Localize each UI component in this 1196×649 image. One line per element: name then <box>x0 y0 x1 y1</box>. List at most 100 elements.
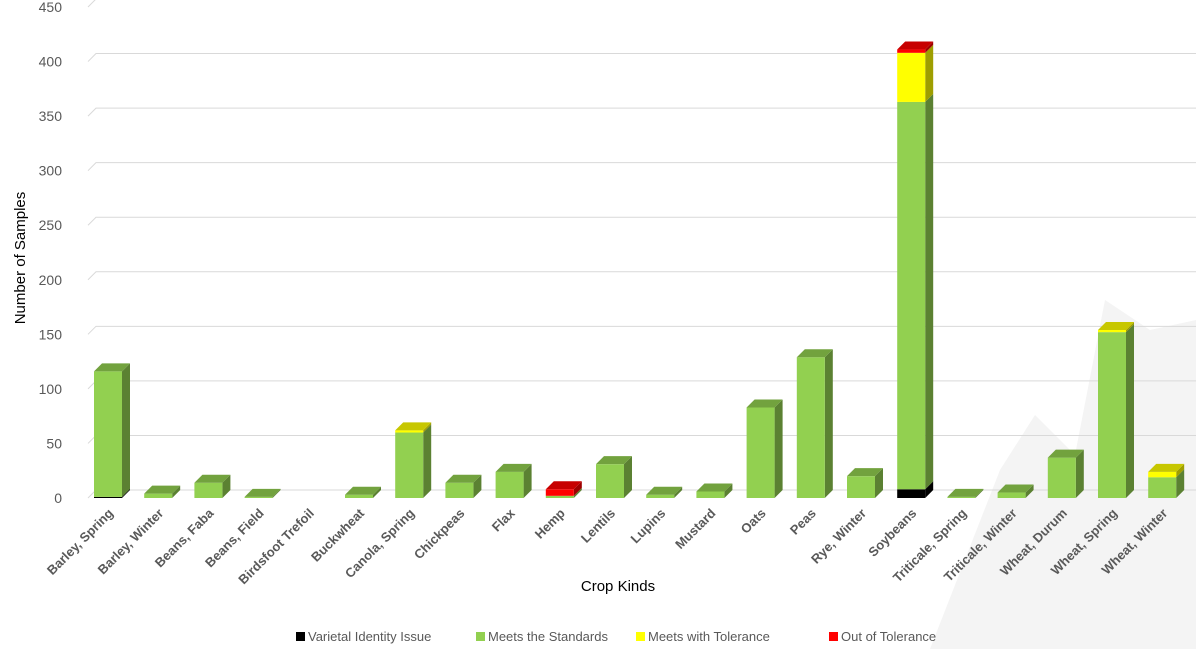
bar-segment <box>897 52 926 102</box>
bar-segment <box>244 496 273 498</box>
bar-side <box>573 481 582 496</box>
bar-top <box>847 468 883 477</box>
bar-top <box>194 474 231 483</box>
y-tick-label: 300 <box>39 163 63 179</box>
bar-segment <box>345 494 373 498</box>
bar-segment <box>1047 457 1076 498</box>
bar-side <box>222 474 231 498</box>
bar-side <box>1126 321 1134 333</box>
y-tick-label: 50 <box>46 435 62 451</box>
bar-side <box>423 422 432 433</box>
bar-segment <box>746 407 775 498</box>
x-tick-label: Lentils <box>578 506 618 546</box>
bar-side <box>523 463 532 498</box>
bar-segment <box>495 471 524 498</box>
bar-side <box>573 487 582 498</box>
y-tick-label: 150 <box>39 326 63 342</box>
gridline <box>87 325 1196 335</box>
legend-label: Meets the Standards <box>488 629 608 644</box>
legend-swatch <box>476 632 485 641</box>
bar-segment <box>94 496 122 498</box>
bar-segment <box>847 476 875 498</box>
y-tick-label: 100 <box>39 381 63 397</box>
x-tick-label: Oats <box>738 506 769 537</box>
bar-segment <box>897 101 926 490</box>
bar-side <box>774 399 783 498</box>
bar-segment <box>545 495 574 498</box>
legend-swatch <box>829 632 838 641</box>
bar-top <box>1098 321 1134 330</box>
legend-label: Varietal Identity Issue <box>308 629 431 644</box>
bar-top <box>897 41 934 50</box>
bar-segment <box>94 371 122 497</box>
bar-side <box>122 488 130 498</box>
y-tick-label: 450 <box>39 0 63 15</box>
bar-segment <box>1098 329 1126 333</box>
bar-top <box>495 463 532 472</box>
bar-side <box>1176 469 1185 498</box>
bar-segment <box>395 432 424 498</box>
bar-top <box>94 363 130 372</box>
bar-side <box>975 488 984 498</box>
bar-side <box>925 93 934 490</box>
x-tick-label: Hemp <box>532 505 568 541</box>
bar-segment <box>696 491 725 498</box>
bar-top <box>1148 463 1185 472</box>
gridline <box>87 162 1196 172</box>
bar-segment <box>596 464 624 498</box>
x-axis-title: Crop Kinds <box>581 578 655 595</box>
bar-top <box>445 474 482 483</box>
bar-segment <box>194 482 223 498</box>
bar-side <box>624 456 632 498</box>
y-tick-label: 400 <box>39 54 63 70</box>
legend: Varietal Identity Issue Meets the Standar… <box>296 629 936 644</box>
bar-side <box>724 483 733 498</box>
bars <box>94 41 1185 498</box>
bar-side <box>925 481 934 498</box>
legend-swatch <box>296 632 305 641</box>
bar-segment <box>144 493 173 498</box>
bar-side <box>122 363 130 497</box>
bar-segment <box>646 494 675 498</box>
bar-side <box>1176 463 1185 478</box>
gridline <box>87 380 1196 390</box>
x-tick-label: Mustard <box>672 505 718 551</box>
bar-side <box>473 474 482 498</box>
bar-side <box>373 486 381 498</box>
bar-segment <box>1148 471 1177 478</box>
bar-segment <box>545 489 574 496</box>
bar-side <box>925 44 934 102</box>
bar-side <box>824 349 833 498</box>
bar-top <box>144 485 181 494</box>
y-axis-title: Number of Samples <box>12 192 29 325</box>
x-tick-label: Chickpeas <box>411 506 468 563</box>
bar-segment <box>1098 332 1126 498</box>
bar-side <box>1126 324 1134 498</box>
bar-top <box>545 481 582 490</box>
bar-top <box>696 483 733 492</box>
bar-top <box>646 486 683 495</box>
bar-side <box>423 424 432 498</box>
gridline <box>87 0 96 8</box>
legend-swatch <box>636 632 645 641</box>
bar-top <box>1047 449 1084 458</box>
bar-segment <box>796 357 825 498</box>
x-tick-label: Peas <box>787 506 819 538</box>
x-tick-label: Flax <box>489 505 519 535</box>
gridline <box>87 216 1196 226</box>
bar-side <box>272 488 281 498</box>
bar-top <box>395 422 432 431</box>
y-tick-label: 200 <box>39 272 63 288</box>
legend-label: Out of Tolerance <box>841 629 936 644</box>
x-tick-label: Soybeans <box>865 506 919 560</box>
y-axis-ticks: 0 50 100 150 200 250 300 350 400 450 <box>39 0 63 506</box>
bar-segment <box>897 49 926 53</box>
bar-top <box>244 488 281 497</box>
y-tick-label: 0 <box>54 490 62 506</box>
bar-top <box>997 484 1034 493</box>
gridline <box>87 271 1196 281</box>
bar-side <box>875 468 883 498</box>
gridline <box>87 53 1196 62</box>
bar-side <box>925 41 934 53</box>
